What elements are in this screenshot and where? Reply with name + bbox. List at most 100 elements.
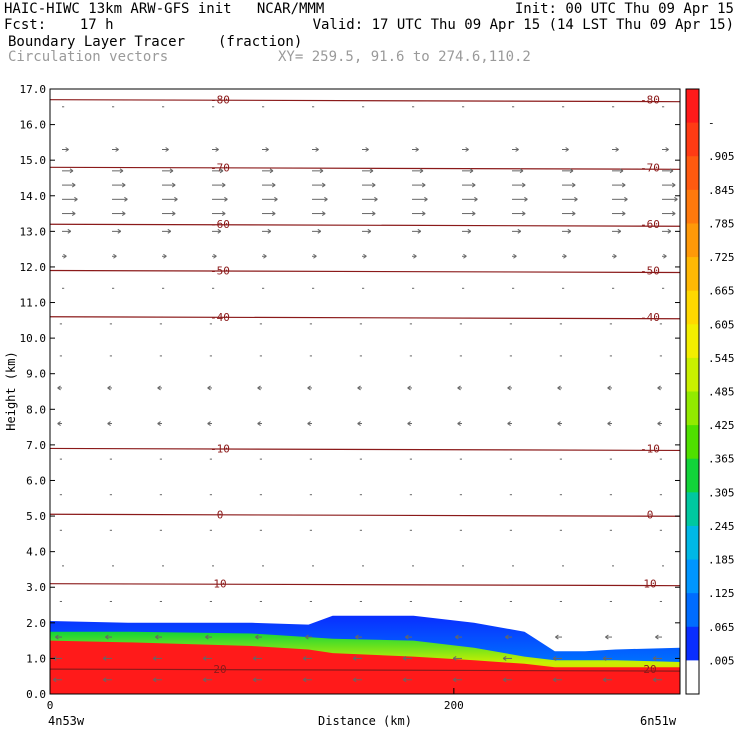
colorbar-label: .425 <box>708 419 735 432</box>
wind-vector-head <box>517 228 522 234</box>
wind-vector-head <box>602 655 607 661</box>
wind-vector-head <box>302 655 307 661</box>
wind-vector-head <box>115 147 119 152</box>
wind-vector-head <box>213 253 217 259</box>
wind-vector-head <box>463 253 467 259</box>
temperature-contours: -80 -80-70 -70-60 -60-50 -50-40 -40-10 -100 010… <box>50 94 680 676</box>
wind-vector-head <box>557 421 561 426</box>
wind-vector-head <box>424 196 428 202</box>
wind-vector-head <box>155 634 159 640</box>
plot-frame <box>49 88 681 695</box>
wind-vector-head <box>171 211 176 216</box>
wind-vector-head <box>565 147 569 152</box>
wind-vector-head <box>607 385 611 391</box>
wind-vector-head <box>202 655 207 661</box>
wind-vector-head <box>102 655 107 661</box>
wind-vector-head <box>321 182 326 188</box>
temperature-contour-line <box>50 223 680 227</box>
wind-vector-head <box>605 634 609 640</box>
y-tick-label: 3.0 <box>26 581 46 594</box>
wind-vector-head <box>255 634 259 640</box>
wind-vector-head <box>652 677 657 683</box>
y-tick-label: 4.0 <box>26 546 46 559</box>
y-tick-label: 13.0 <box>20 225 47 238</box>
wind-vector-head <box>452 677 457 683</box>
wind-vector-head <box>207 385 211 391</box>
colorbar-swatch <box>686 559 699 594</box>
wind-vector-head <box>121 182 126 188</box>
wind-vector-head <box>74 196 78 202</box>
wind-vector-head <box>469 168 474 174</box>
colorbar-label: .665 <box>708 285 735 298</box>
y-tick-label: 7.0 <box>26 439 46 452</box>
wind-vector-head <box>665 147 669 152</box>
colorbar-swatch <box>686 525 699 561</box>
wind-vector-head <box>269 168 274 174</box>
y-tick-label: 2.0 <box>26 617 46 630</box>
wind-vector-head <box>369 168 374 174</box>
wind-vector-head <box>674 196 678 202</box>
wind-vector-head <box>474 196 478 202</box>
wind-vector-head <box>107 385 111 391</box>
wind-vector-head <box>215 147 219 152</box>
y-tick-label: 0.0 <box>26 688 46 701</box>
wind-vector-head <box>615 147 619 152</box>
colorbar-label: .305 <box>708 486 735 499</box>
wind-vector-head <box>405 634 409 640</box>
wind-vector-head <box>607 421 611 426</box>
wind-vector-head <box>574 196 578 202</box>
wind-vector-head <box>507 385 511 391</box>
wind-vector-head <box>207 421 211 426</box>
circulation-vectors <box>52 106 678 683</box>
wind-vector-head <box>324 196 328 202</box>
wind-vector-head <box>55 634 59 640</box>
wind-vector-head <box>455 634 459 640</box>
wind-vector-head <box>313 253 317 259</box>
wind-vector-head <box>65 147 69 152</box>
colorbar-label: .545 <box>708 352 735 365</box>
contour-label: -80 <box>210 94 230 107</box>
wind-vector-head <box>157 385 161 391</box>
wind-vector-head <box>355 634 359 640</box>
tracer-layer-high <box>50 640 680 694</box>
colorbar-label: - <box>708 117 715 130</box>
temperature-contour-line <box>50 668 680 672</box>
wind-vector-head <box>515 147 519 152</box>
wind-vector-head <box>102 677 107 683</box>
contour-label: -60 <box>210 218 230 231</box>
wind-vector-head <box>305 634 309 640</box>
wind-vector-head <box>569 168 574 174</box>
wind-vector-head <box>557 385 561 391</box>
wind-vector-head <box>219 168 224 174</box>
wind-vector-head <box>507 421 511 426</box>
wind-vector-head <box>621 211 626 216</box>
wind-vector-head <box>374 196 378 202</box>
colorbar-swatch <box>686 391 699 426</box>
y-tick-label: 14.0 <box>20 190 47 203</box>
colorbar-label: .845 <box>708 184 735 197</box>
wind-vector-head <box>671 182 676 188</box>
colorbar-label: .785 <box>708 217 735 230</box>
wind-vector-head <box>174 196 178 202</box>
wind-vector-head <box>669 168 674 174</box>
wind-vector-head <box>617 228 622 234</box>
wind-vector-head <box>371 211 376 216</box>
valid-time: Valid: 17 UTC Thu 09 Apr 15 (14 LST Thu … <box>312 17 734 33</box>
contour-label: 10 <box>213 578 226 591</box>
x-start-point: 4n53w <box>48 714 85 728</box>
wind-vector-head <box>571 182 576 188</box>
temperature-contour-line <box>50 583 680 587</box>
wind-vector-head <box>657 385 661 391</box>
wind-vector-head <box>421 211 426 216</box>
wind-vector-head <box>52 677 57 683</box>
y-tick-label: 16.0 <box>20 119 47 132</box>
colorbar-swatch <box>686 122 699 157</box>
wind-vector-head <box>521 182 526 188</box>
wind-vector-head <box>524 196 528 202</box>
wind-vector-head <box>502 655 507 661</box>
wind-vector-head <box>457 385 461 391</box>
wind-vector-head <box>667 228 672 234</box>
contour-label: 10 <box>643 578 656 591</box>
y-tick-label: 17.0 <box>20 83 47 96</box>
wind-vector-head <box>452 655 457 661</box>
